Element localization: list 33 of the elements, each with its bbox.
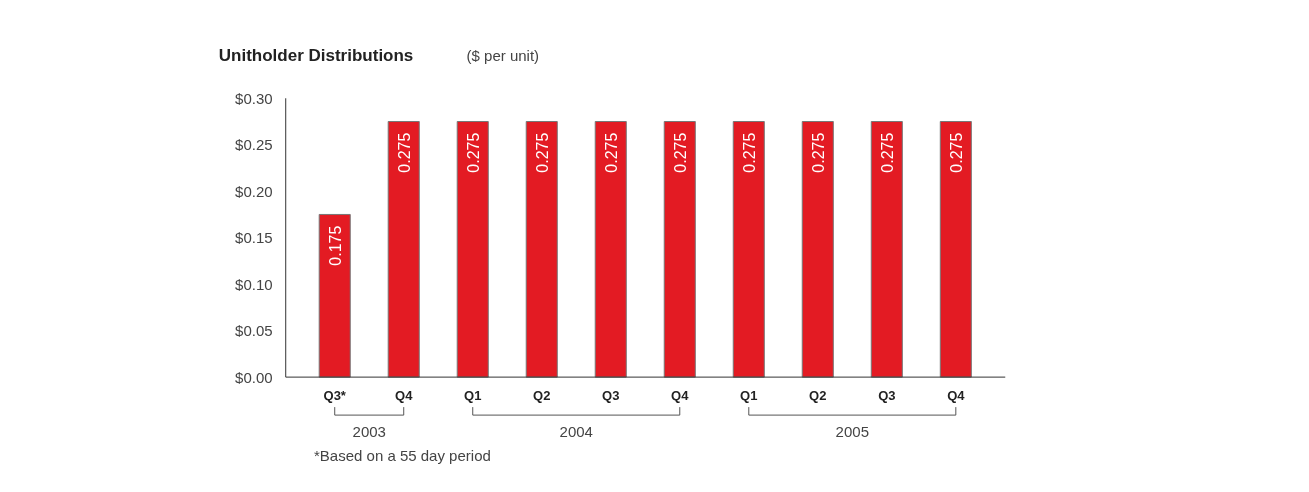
x-tick-label: Q3 <box>602 387 620 403</box>
chart-title: Unitholder Distributions <box>218 45 414 65</box>
x-tick-label: Q2 <box>809 387 827 403</box>
text: *Based on a 55 day period <box>314 446 491 464</box>
x-tick-label: Q4 <box>395 387 414 403</box>
data-label: 0.275 <box>878 132 896 173</box>
text: 2004 <box>559 423 593 441</box>
x-tick-label: Q2 <box>533 387 551 403</box>
y-tick-label: $0.00 <box>235 368 273 386</box>
data-label: 0.275 <box>395 132 413 173</box>
y-tick-label: $0.15 <box>235 229 273 247</box>
text: 2003 <box>352 423 386 441</box>
text: 2005 <box>835 423 869 441</box>
x-tick-label: Q1 <box>740 387 758 403</box>
y-tick-label: $0.30 <box>235 89 273 107</box>
data-label: 0.275 <box>533 132 551 173</box>
data-label: 0.275 <box>464 132 482 173</box>
y-tick-label: $0.10 <box>235 275 273 293</box>
y-tick-label: $0.05 <box>235 322 273 340</box>
data-label: 0.275 <box>671 132 689 173</box>
x-tick-label: Q3* <box>323 387 347 403</box>
y-tick-label: $0.20 <box>235 182 273 200</box>
x-tick-label: Q1 <box>464 387 482 403</box>
data-label: 0.275 <box>947 132 965 173</box>
x-tick-label: Q4 <box>947 387 966 403</box>
data-label: 0.275 <box>602 132 620 173</box>
chart-subtitle: ($ per unit) <box>466 46 540 64</box>
x-tick-label: Q3 <box>878 387 896 403</box>
data-label: 0.175 <box>326 225 344 266</box>
y-tick-label: $0.25 <box>235 136 273 154</box>
data-label: 0.275 <box>740 132 758 173</box>
x-tick-label: Q4 <box>671 387 690 403</box>
data-label: 0.275 <box>809 132 827 173</box>
